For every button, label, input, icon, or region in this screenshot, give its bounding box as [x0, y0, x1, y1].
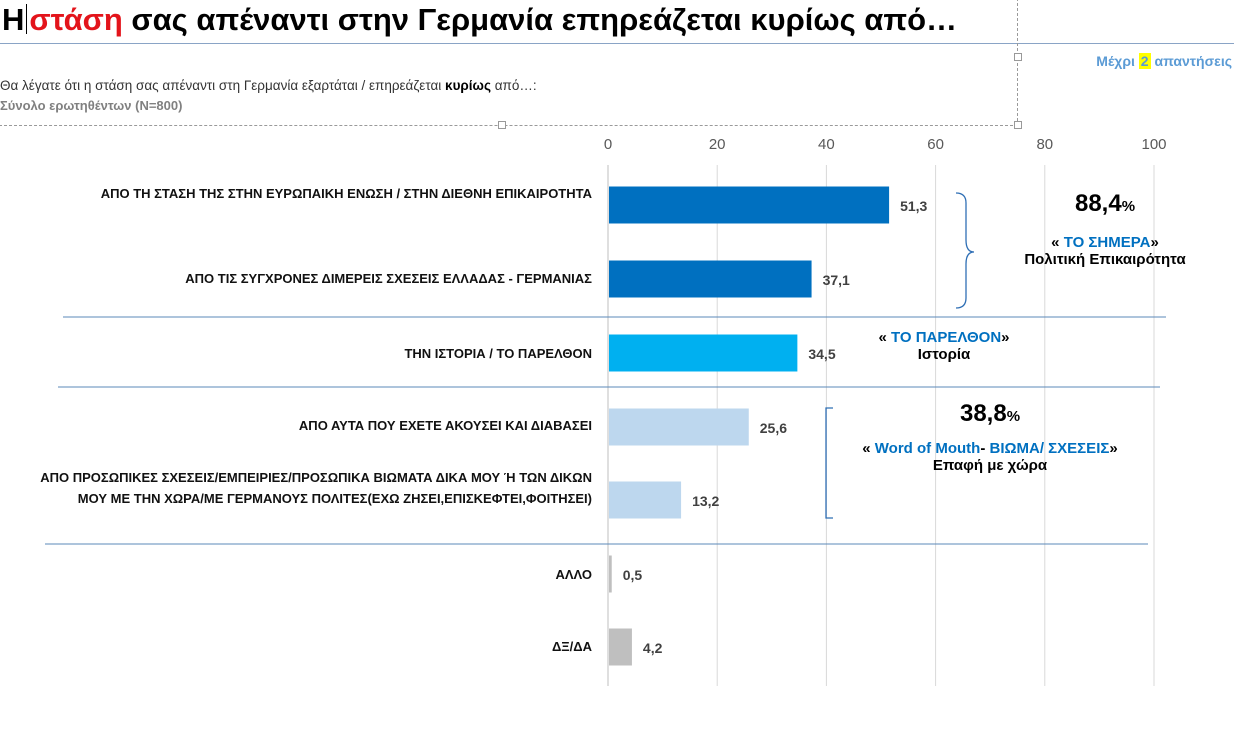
question-text: Θα λέγατε ότι η στάση σας απέναντι στη Γ… — [0, 78, 537, 93]
bar-1 — [609, 260, 812, 298]
answers-number: 2 — [1138, 53, 1151, 69]
x-tick-label: 80 — [1036, 136, 1053, 153]
title-highlight: στάση — [29, 2, 123, 37]
annotation-wom-dash: - — [980, 440, 986, 457]
x-tick-label: 40 — [818, 136, 835, 153]
base-text: Σύνολο ερωτηθέντων (N=800) — [0, 98, 183, 113]
title-rest: σας απέναντι στην Γερμανία επηρεάζεται κ… — [131, 2, 958, 37]
category-label-eu: ΑΠΟ ΤΗ ΣΤΑΣΗ ΤΗΣ ΣΤΗΝ ΕΥΡΩΠΑΙΚΗ ΕΝΩΣΗ / … — [100, 186, 592, 201]
question-bold: κυρίως — [445, 78, 491, 93]
annotation-today-label: ΤΟ ΣΗΜΕΡΑ — [1063, 234, 1151, 251]
bracket-word-of-mouth — [825, 407, 833, 519]
quote-close: » — [1150, 234, 1159, 251]
annotation-wom-label-a: Word of Mouth — [874, 440, 981, 457]
data-label: 34,5 — [808, 346, 835, 362]
data-label: 37,1 — [823, 272, 850, 288]
data-label: 25,6 — [760, 420, 787, 436]
data-label: 13,2 — [692, 493, 719, 509]
resize-handle-corner[interactable] — [1014, 121, 1022, 129]
bar-6 — [609, 628, 632, 666]
question-pre: Θα λέγατε ότι η στάση σας απέναντι στη Γ… — [0, 78, 442, 93]
quote-open: « — [1051, 234, 1060, 251]
answers-pre: Μέχρι — [1096, 53, 1135, 69]
annotation-wom-pct: % — [1006, 408, 1021, 425]
resize-handle-right[interactable] — [1014, 53, 1022, 61]
title-prefix: Η — [2, 2, 25, 37]
category-label-personal: ΑΠΟ ΠΡΟΣΩΠΙΚΕΣ ΣΧΕΣΕΙΣ/ΕΜΠΕΙΡΙΕΣ/ΠΡΟΣΩΠΙ… — [40, 470, 592, 506]
annotation-wom-total: 38,8 — [959, 400, 1007, 427]
question-post: από…: — [494, 78, 537, 93]
selected-textbox[interactable] — [0, 0, 1018, 126]
bar-0 — [609, 186, 890, 224]
category-label-bilateral: ΑΠΟ ΤΙΣ ΣΥΓΧΡΟΝΕΣ ΔΙΜΕΡΕΙΣ ΣΧΕΣΕΙΣ ΕΛΛΑΔ… — [185, 271, 592, 286]
brace-today — [955, 192, 975, 309]
annotation-past: « ΤΟ ΠΑΡΕΛΘΟΝ» Ιστορία — [844, 329, 1044, 363]
category-label-history: ΤΗΝ ΙΣΤΟΡΙΑ / ΤΟ ΠΑΡΕΛΘΟΝ — [404, 346, 592, 361]
data-label: 51,3 — [900, 198, 927, 214]
resize-handle-bottom[interactable] — [498, 121, 506, 129]
quote-open: « — [878, 329, 887, 346]
bar-4 — [609, 481, 682, 519]
annotation-today: 88,4% « ΤΟ ΣΗΜΕΡΑ» Πολιτική Επικαιρότητα — [990, 190, 1220, 268]
x-tick-label: 100 — [1141, 136, 1166, 153]
title-divider — [0, 43, 1234, 44]
quote-open: « — [862, 440, 871, 457]
annotation-wom-label-b: ΒΙΩΜΑ/ ΣΧΕΣΕΙΣ — [989, 440, 1110, 457]
answers-post: απαντήσεις — [1154, 53, 1232, 69]
annotation-today-pct: % — [1121, 198, 1136, 215]
bar-3 — [609, 408, 749, 446]
x-tick-label: 60 — [927, 136, 944, 153]
answers-note: Μέχρι 2 απαντήσεις — [1096, 53, 1232, 69]
bar-2 — [609, 334, 798, 372]
x-tick-label: 0 — [604, 136, 612, 153]
data-label: 4,2 — [643, 640, 663, 656]
category-label-heard: ΑΠΟ ΑΥΤΑ ΠΟΥ ΕΧΕΤΕ ΑΚΟΥΣΕΙ ΚΑΙ ΔΙΑΒΑΣΕΙ — [298, 418, 592, 433]
text-cursor — [26, 4, 28, 34]
quote-close: » — [1001, 329, 1010, 346]
category-label-other: ΑΛΛΟ — [555, 567, 593, 582]
annotation-today-sub: Πολιτική Επικαιρότητα — [1024, 251, 1186, 268]
x-tick-label: 20 — [709, 136, 726, 153]
annotation-wom-sub: Επαφή με χώρα — [932, 457, 1048, 474]
category-label-dk: ΔΞ/ΔΑ — [551, 639, 592, 654]
annotation-today-total: 88,4 — [1074, 190, 1122, 217]
annotation-past-label: ΤΟ ΠΑΡΕΛΘΟΝ — [891, 329, 1002, 346]
annotation-word-of-mouth: 38,8% « Word of Mouth- ΒΙΩΜΑ/ ΣΧΕΣΕΙΣ» Ε… — [830, 400, 1150, 474]
data-label: 0,5 — [623, 567, 643, 583]
bar-5 — [609, 555, 612, 593]
annotation-past-sub: Ιστορία — [917, 346, 971, 363]
quote-close: » — [1109, 440, 1118, 457]
